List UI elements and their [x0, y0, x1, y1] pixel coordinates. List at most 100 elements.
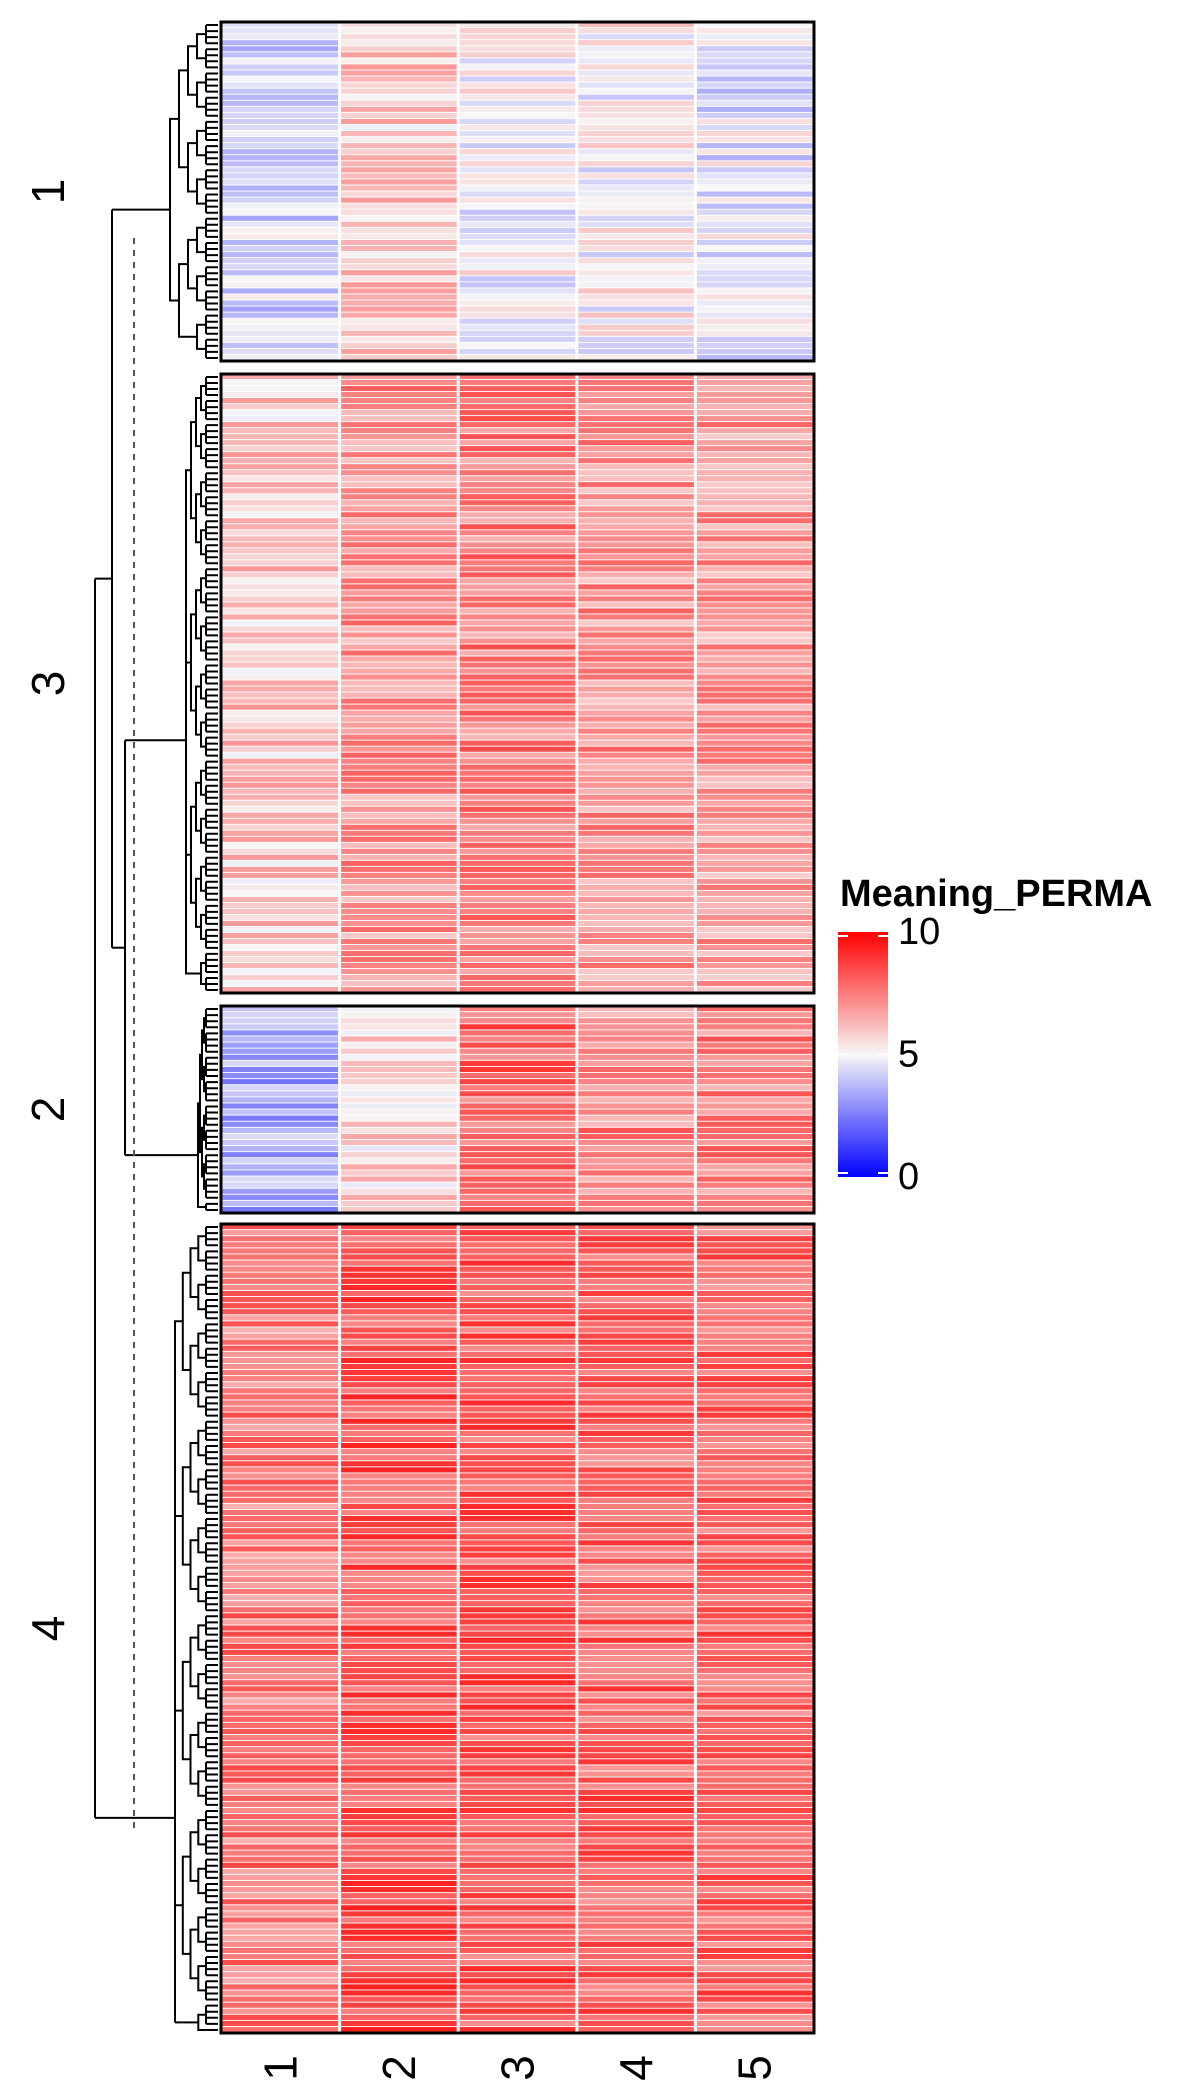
heatmap-cell [576, 1394, 696, 1400]
dendrogram-branch [169, 117, 179, 302]
heatmap-cell [576, 342, 696, 348]
heatmap-cell [221, 112, 340, 118]
heatmap-cell [695, 324, 814, 330]
heatmap-cell [458, 1485, 577, 1491]
heatmap-cell [458, 470, 577, 476]
heatmap-cell [339, 1085, 459, 1091]
heatmap-cell [221, 1893, 340, 1899]
heatmap-cell [339, 812, 459, 818]
heatmap-cell [339, 1006, 459, 1012]
heatmap-cell [339, 1522, 459, 1528]
heatmap-cell [458, 704, 577, 710]
heatmap-cell [339, 1309, 459, 1315]
heatmap-cell [695, 1339, 814, 1345]
heatmap-cell [221, 1327, 340, 1333]
heatmap-cell [339, 1357, 459, 1363]
heatmap-cell [221, 956, 340, 963]
heatmap-cell [221, 686, 340, 692]
heatmap-cell [339, 1339, 459, 1345]
heatmap-cell [339, 590, 459, 596]
heatmap-cell [339, 1509, 459, 1516]
heatmap-cell [221, 1376, 340, 1382]
dendrogram-branch [197, 1527, 206, 1554]
heatmap-cell [458, 1430, 577, 1436]
heatmap-cell [695, 650, 814, 656]
heatmap-cell [221, 506, 340, 512]
heatmap-cell [458, 1686, 577, 1692]
heatmap-cell [695, 1607, 814, 1613]
heatmap-cell [339, 1012, 459, 1018]
heatmap-cell [221, 1066, 340, 1073]
heatmap-cell [339, 968, 459, 975]
heatmap-cell [576, 986, 696, 993]
heatmap-cell [221, 980, 340, 987]
dendrogram-branch [197, 1478, 206, 1505]
heatmap-cell [339, 1728, 459, 1735]
heatmap-cell [221, 722, 340, 728]
heatmap-cell [576, 806, 696, 812]
heatmap-cell [576, 2014, 696, 2020]
heatmap-cell [339, 1200, 459, 1207]
dendrogram-branch [187, 45, 197, 96]
heatmap-cell [339, 143, 459, 149]
heatmap-cell [458, 1643, 577, 1649]
heatmap-cell [221, 782, 340, 788]
heatmap-cell [221, 740, 340, 746]
heatmap-cell [695, 1115, 814, 1121]
dendrogram-branch [196, 129, 206, 157]
cluster-label: 4 [22, 1616, 74, 1642]
heatmap-cell [695, 2020, 814, 2027]
heatmap-cell [339, 1236, 459, 1242]
heatmap-cell [576, 1449, 696, 1455]
heatmap-cell [576, 40, 696, 46]
heatmap-cell [339, 149, 459, 155]
heatmap-cell [576, 112, 696, 118]
heatmap-cell [695, 1990, 814, 1996]
heatmap-cell [458, 1139, 577, 1146]
heatmap-cell [221, 908, 340, 914]
dendrogram-leaf-group [205, 1883, 218, 1904]
heatmap-cell [458, 215, 577, 221]
heatmap-cell [458, 1801, 577, 1808]
heatmap-cell [695, 1734, 814, 1741]
heatmap-cell [576, 1552, 696, 1558]
heatmap-cell [576, 1085, 696, 1091]
heatmap-cell [221, 380, 340, 386]
heatmap-cell [339, 1321, 459, 1327]
dendrogram-leaf-group [205, 688, 218, 709]
heatmap-cell [339, 1680, 459, 1686]
heatmap-cell [221, 1741, 340, 1747]
heatmap-cell [339, 1091, 459, 1097]
heatmap-cell [576, 632, 696, 638]
heatmap-cell [221, 64, 340, 70]
heatmap-cell [339, 632, 459, 638]
heatmap-cell [339, 100, 459, 106]
heatmap-cell [221, 1832, 340, 1838]
heatmap-cell [339, 608, 459, 614]
heatmap-cell [458, 1540, 577, 1546]
heatmap-cell [339, 578, 459, 584]
heatmap-cell [458, 548, 577, 554]
heatmap-cell [458, 1710, 577, 1716]
heatmap-cell [695, 1139, 814, 1146]
heatmap-cell [576, 920, 696, 926]
heatmap-cell [695, 1290, 814, 1297]
heatmap-cell [221, 300, 340, 306]
dendrogram-branch [178, 263, 188, 338]
heatmap-cell [339, 476, 459, 482]
heatmap-cell [458, 330, 577, 336]
heatmap-cell [458, 1424, 577, 1430]
heatmap-cell [576, 1631, 696, 1637]
heatmap-cell [221, 22, 340, 28]
heatmap-cell [221, 1321, 340, 1327]
heatmap-cell [576, 239, 696, 246]
heatmap-cell [221, 932, 340, 939]
heatmap-cell [695, 554, 814, 560]
heatmap-cell [458, 46, 577, 52]
dendrogram-branch [197, 1624, 206, 1651]
heatmap-cell [576, 854, 696, 860]
heatmap-cell [221, 518, 340, 524]
heatmap-cell [695, 1984, 814, 1990]
heatmap-cell [458, 896, 577, 902]
heatmap-cell [221, 704, 340, 710]
